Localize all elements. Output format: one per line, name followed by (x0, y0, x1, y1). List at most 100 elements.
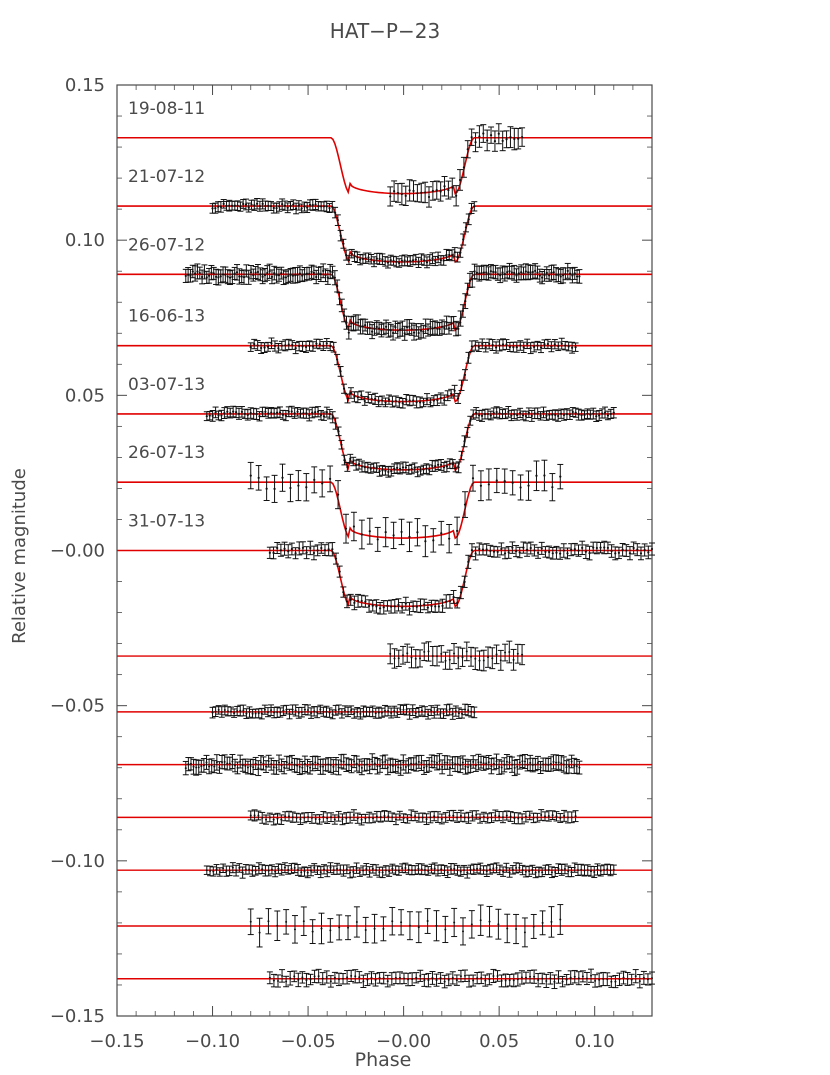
residual-point-03-07-13 (251, 869, 254, 872)
data-point-26-07-12 (410, 328, 413, 331)
residual-point-19-08-11 (516, 652, 519, 655)
residual-point-26-07-13 (541, 921, 544, 924)
data-point-03-07-13 (419, 469, 422, 472)
residual-point-16-06-13 (352, 814, 355, 817)
residual-point-26-07-12 (353, 760, 356, 763)
residual-point-16-06-13 (383, 814, 386, 817)
data-point-31-07-13 (349, 598, 352, 601)
residual-point-21-07-12 (411, 709, 414, 712)
data-point-31-07-13 (632, 546, 635, 550)
residual-point-19-08-11 (444, 659, 447, 662)
residual-point-21-07-12 (414, 712, 417, 715)
residual-point-26-07-12 (407, 764, 410, 767)
data-point-03-07-13 (495, 410, 498, 414)
data-point-31-07-13 (470, 549, 474, 552)
residual-point-16-06-13 (360, 818, 363, 821)
data-point-31-07-13 (367, 604, 371, 608)
data-point-03-07-13 (410, 467, 413, 471)
residual-point-26-07-12 (417, 760, 420, 763)
data-point-03-07-13 (431, 464, 434, 468)
data-point-26-07-12 (457, 327, 460, 331)
residual-point-03-07-13 (209, 869, 212, 872)
data-point-21-07-12 (473, 205, 476, 208)
residual-point-26-07-12 (404, 765, 407, 768)
data-point-03-07-13 (305, 412, 308, 415)
data-point-21-07-12 (406, 260, 409, 263)
residual-point-26-07-12 (492, 762, 495, 765)
data-point-16-06-13 (481, 342, 484, 345)
data-point-31-07-13 (356, 599, 360, 602)
residual-point-26-07-13 (462, 930, 465, 933)
data-point-03-07-13 (557, 414, 560, 418)
residual-point-16-06-13 (398, 814, 401, 817)
data-point-03-07-13 (457, 466, 460, 469)
residual-point-21-07-12 (464, 708, 467, 711)
residual-point-16-06-13 (524, 815, 527, 818)
residual-point-26-07-12 (244, 764, 247, 767)
data-point-26-07-12 (487, 272, 490, 275)
data-point-16-06-13 (418, 401, 422, 404)
data-point-26-07-12 (254, 271, 257, 274)
residual-point-21-07-12 (273, 711, 276, 714)
data-point-26-07-12 (494, 270, 497, 274)
data-point-26-07-12 (461, 309, 465, 313)
data-point-03-07-13 (598, 414, 601, 417)
data-point-16-06-13 (391, 400, 394, 403)
residual-point-03-07-13 (362, 869, 365, 872)
residual-point-21-07-12 (236, 709, 239, 712)
residual-point-16-06-13 (253, 814, 256, 817)
data-point-31-07-13 (643, 548, 646, 552)
residual-point-26-07-12 (233, 764, 236, 767)
data-point-03-07-13 (372, 466, 375, 469)
data-point-26-07-12 (543, 274, 546, 277)
data-point-21-07-12 (398, 261, 401, 265)
data-point-26-07-13 (511, 481, 514, 484)
residual-point-21-07-12 (380, 711, 383, 714)
residual-point-26-07-12 (518, 761, 521, 764)
residual-point-26-07-12 (467, 766, 470, 769)
data-point-26-07-12 (429, 325, 432, 328)
data-point-19-08-11 (389, 195, 392, 198)
chart-title: HAT−P−23 (330, 19, 440, 43)
residual-point-03-07-13 (394, 869, 397, 872)
residual-point-21-07-12 (248, 711, 251, 714)
data-point-26-07-12 (277, 274, 281, 277)
data-point-19-08-11 (520, 135, 524, 139)
residual-point-21-07-12 (220, 710, 223, 713)
residual-point-03-07-13 (404, 866, 407, 869)
data-point-26-07-12 (291, 274, 295, 277)
data-point-21-07-12 (211, 207, 214, 210)
residual-point-03-07-13 (293, 866, 296, 869)
data-point-21-07-12 (359, 258, 362, 261)
data-point-31-07-13 (305, 551, 308, 554)
data-point-26-07-12 (217, 276, 220, 279)
residual-point-26-07-12 (575, 765, 578, 768)
residual-point-26-07-12 (249, 765, 252, 768)
series-label-03-07-13: 03-07-13 (128, 375, 205, 395)
residual-point-26-07-12 (570, 760, 573, 763)
residual-point-03-07-13 (427, 869, 430, 872)
data-point-31-07-13 (507, 551, 510, 554)
data-point-31-07-13 (371, 604, 374, 607)
data-point-31-07-13 (625, 549, 628, 552)
data-point-26-07-12 (207, 274, 211, 277)
residual-point-03-07-13 (407, 868, 410, 871)
data-point-26-07-13 (336, 493, 340, 496)
data-point-26-07-12 (571, 274, 574, 277)
data-point-03-07-13 (545, 414, 548, 417)
data-point-16-06-13 (574, 346, 577, 349)
data-point-21-07-12 (350, 252, 353, 255)
data-point-31-07-13 (323, 548, 327, 552)
data-point-19-08-11 (486, 139, 489, 142)
data-point-03-07-13 (311, 411, 314, 414)
data-point-26-07-12 (196, 270, 199, 273)
data-point-26-07-12 (352, 322, 355, 325)
residual-point-26-07-12 (288, 762, 291, 765)
data-point-16-06-13 (277, 347, 280, 350)
data-point-26-07-13 (257, 476, 260, 479)
data-point-21-07-12 (425, 261, 429, 264)
data-point-31-07-13 (287, 550, 290, 553)
residual-point-21-07-12 (451, 712, 454, 715)
data-point-19-08-11 (462, 166, 466, 169)
data-point-31-07-13 (390, 605, 393, 608)
